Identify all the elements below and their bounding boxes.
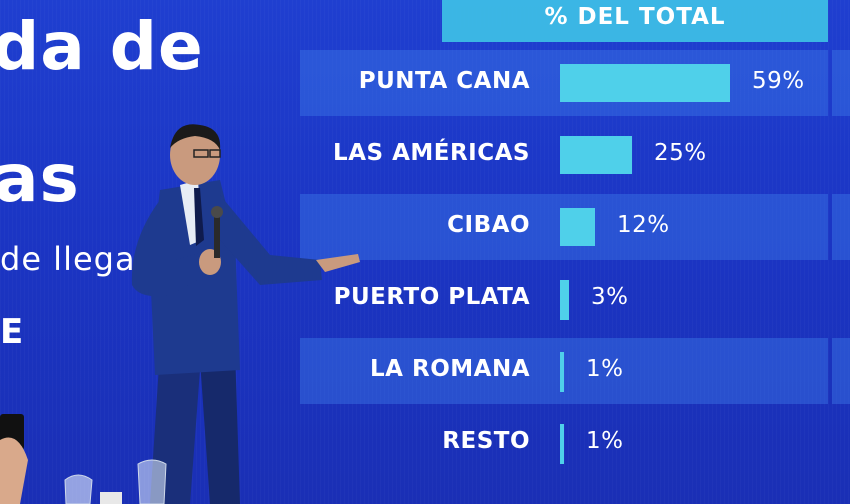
share-value: 59% [752,68,805,94]
row-label: PUERTO PLATA [333,284,530,310]
header-band [442,0,828,42]
slide-title-line-2: as [0,140,80,217]
share-bar [560,352,564,392]
share-value: 1% [586,428,624,454]
share-bar [560,208,595,246]
slide-subtitle: de llega [0,240,136,278]
share-value: 12% [617,212,670,238]
slide-title-line-1: da de [0,8,204,85]
share-value: 3% [591,284,629,310]
share-value: 1% [586,356,624,382]
row-band-edge [832,50,850,116]
row-label: CIBAO [447,212,530,238]
share-value: 25% [654,140,707,166]
row-label: LAS AMÉRICAS [333,140,530,166]
row-label: RESTO [442,428,530,454]
share-bar [560,136,632,174]
table-header: % DEL TOTAL [544,4,726,30]
row-band-edge [832,194,850,260]
share-bar [560,424,564,464]
row-label: LA ROMANA [370,356,530,382]
share-bar [560,64,730,102]
foreground-objects [0,414,167,504]
row-band [300,338,828,404]
row-band-edge [832,338,850,404]
row-label: PUNTA CANA [358,68,530,94]
slide-fragment: E [0,312,25,352]
share-bar [560,280,569,320]
